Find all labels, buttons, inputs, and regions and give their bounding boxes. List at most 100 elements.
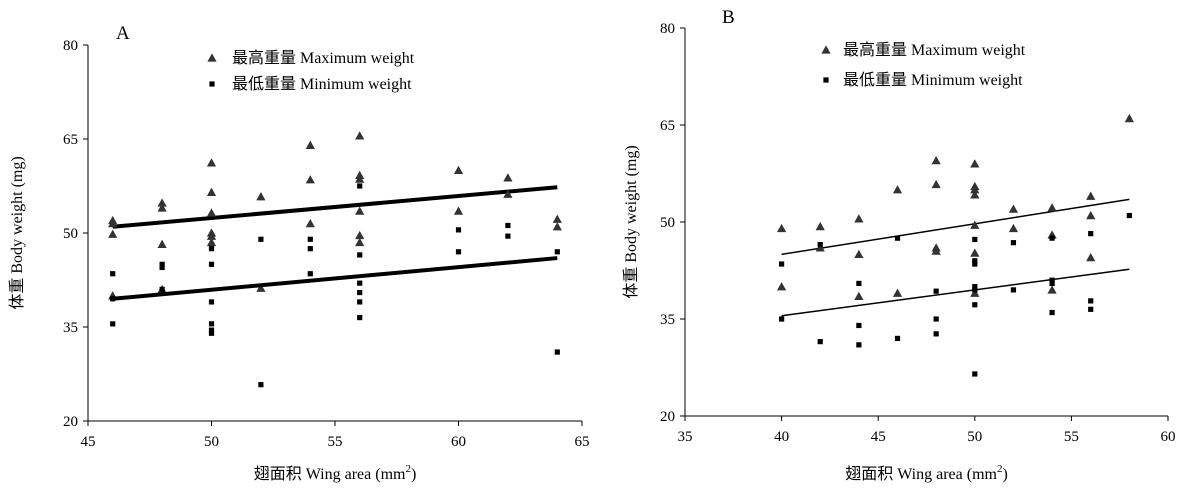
y-tick-label: 35 [63, 320, 78, 336]
data-point-square [972, 236, 978, 243]
legend: 最高重量 Maximum weight 最低重量 Minimum weight [207, 49, 415, 93]
data-point-square [1088, 231, 1094, 237]
data-point-square [933, 288, 939, 294]
series-maximum-weight [777, 113, 1134, 301]
data-point-triangle [1047, 285, 1057, 294]
y-tick-label: 50 [63, 226, 78, 242]
data-point-triangle [815, 243, 825, 252]
x-axis-title-end: ) [1002, 466, 1007, 483]
data-point-triangle [777, 223, 787, 233]
data-point-square [972, 287, 978, 293]
data-point-square [972, 261, 978, 267]
data-point-triangle [206, 158, 217, 167]
data-point-triangle [453, 206, 464, 215]
data-point-square [1126, 212, 1132, 219]
data-point-triangle [206, 187, 217, 196]
data-point-square [894, 235, 901, 241]
data-point-square [933, 331, 939, 337]
data-point-square [972, 302, 978, 308]
data-point-square [1049, 280, 1055, 287]
x-tick-label: 45 [81, 434, 96, 450]
data-point-triangle [355, 230, 365, 240]
legend-label: 最高重量 Maximum weight [843, 41, 1026, 59]
data-point-triangle [453, 165, 464, 175]
y-tick-label: 80 [63, 38, 78, 54]
data-point-triangle [503, 189, 513, 198]
data-point-triangle [355, 131, 365, 140]
trend-line [112, 185, 558, 229]
data-point-triangle [777, 282, 787, 291]
data-point-triangle [552, 214, 562, 223]
data-point-square [554, 349, 560, 355]
data-point-triangle [931, 246, 941, 255]
data-point-triangle [552, 222, 562, 231]
data-point-square [817, 339, 823, 345]
data-point-square [208, 299, 215, 305]
data-point-square [505, 222, 511, 229]
data-point-square [455, 227, 462, 233]
data-point-triangle [305, 175, 315, 184]
data-point-triangle [256, 192, 266, 201]
data-point-square [357, 299, 363, 305]
data-point-square [110, 271, 116, 277]
data-point-square [357, 183, 363, 189]
data-point-square [933, 316, 939, 322]
x-tick-label: 55 [1064, 429, 1079, 445]
data-point-square [554, 249, 560, 255]
data-point-square [1010, 287, 1017, 293]
data-point-square [208, 246, 215, 252]
data-point-square [1010, 240, 1017, 246]
y-tick-label: 65 [63, 132, 78, 148]
data-point-square [357, 280, 363, 286]
legend-label: 最高重量 Maximum weight [232, 49, 415, 67]
data-point-triangle [970, 248, 980, 257]
data-point-triangle [355, 206, 365, 215]
data-point-square [1049, 277, 1055, 283]
legend-label: 最低重量 Minimum weight [232, 75, 412, 93]
data-point-square [972, 371, 978, 377]
trend-line [781, 268, 1130, 317]
data-point-triangle [1008, 204, 1019, 213]
data-point-triangle [970, 288, 980, 297]
data-point-square [856, 280, 862, 287]
data-point-square [779, 261, 785, 267]
data-point-square [357, 252, 363, 258]
data-point-triangle [157, 198, 167, 207]
x-axis-title-superscript: 2 [405, 463, 411, 475]
data-point-square [1049, 235, 1055, 241]
data-point-triangle [854, 249, 864, 259]
data-point-square [1088, 298, 1094, 304]
data-point-triangle [1008, 223, 1019, 233]
x-tick-label: 50 [967, 429, 982, 445]
data-point-triangle [1086, 252, 1096, 262]
legend: 最高重量 Maximum weight 最低重量 Minimum weight [821, 41, 1026, 89]
data-point-triangle [970, 159, 980, 168]
x-tick-label: 45 [871, 429, 886, 445]
x-axis-title-main: 翅面积 Wing area (mm [254, 465, 406, 483]
data-point-square [455, 249, 462, 255]
data-point-square [357, 289, 363, 296]
data-point-square [972, 258, 978, 264]
x-tick-label: 40 [774, 429, 789, 445]
data-point-square [307, 236, 313, 242]
data-point-triangle [355, 237, 365, 247]
data-point-square [817, 242, 823, 248]
data-point-square [307, 246, 313, 252]
data-point-square [357, 315, 363, 321]
chart-panel-a: 20 35 50 65 80 45 50 55 60 65 A 体重 Body weight (mg)… [8, 23, 590, 483]
series-maximum-weight [108, 131, 562, 300]
trend-line [112, 256, 558, 301]
data-point-triangle [1124, 113, 1134, 123]
legend-label: 最低重量 Minimum weight [843, 71, 1023, 89]
data-point-triangle [206, 237, 217, 247]
data-point-triangle [108, 229, 118, 238]
data-point-square [258, 236, 264, 242]
x-axis-title-end: ) [411, 466, 416, 483]
trend-line [781, 198, 1130, 256]
y-axis-title: 体重 Body weight (mg) [8, 156, 26, 309]
x-tick-label: 55 [328, 434, 343, 450]
series-minimum-weight [110, 183, 560, 388]
data-point-triangle [970, 185, 980, 194]
data-point-triangle [157, 239, 167, 248]
y-tick-label: 35 [660, 312, 675, 328]
